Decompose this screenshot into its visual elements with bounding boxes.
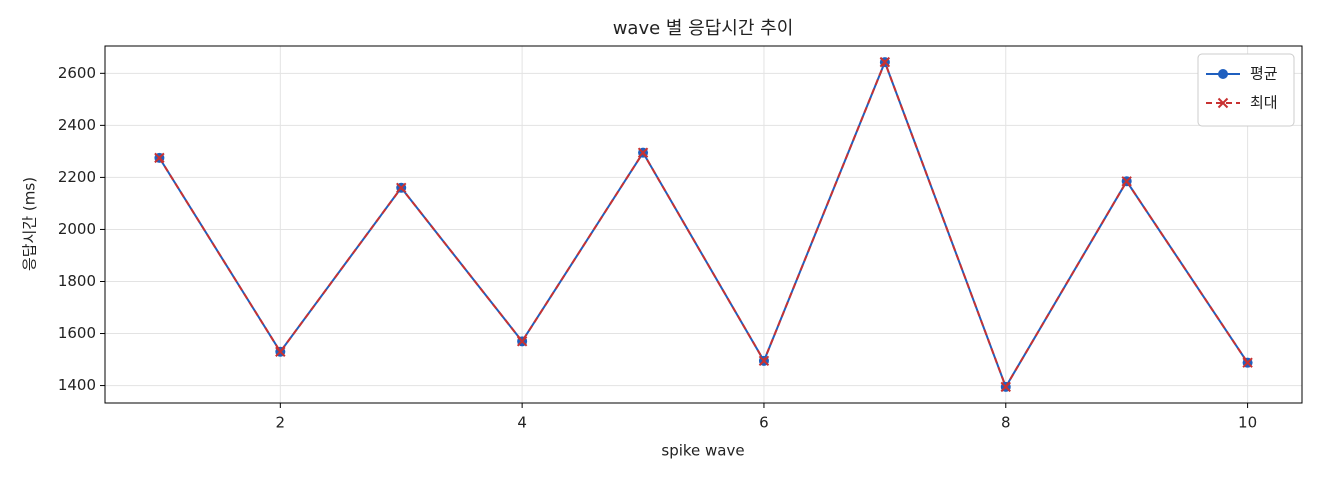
y-tick-label: 2000 — [58, 220, 96, 238]
x-tick-label: 10 — [1238, 414, 1257, 432]
point — [516, 336, 528, 347]
point — [637, 147, 649, 158]
x-tick-label: 8 — [1001, 414, 1011, 432]
x-tick-label: 4 — [517, 414, 527, 432]
x-tick-label: 2 — [276, 414, 286, 432]
y-tick-label: 2400 — [58, 116, 96, 134]
point — [758, 355, 770, 367]
legend-label: 최대 — [1250, 94, 1278, 112]
legend-label: 평균 — [1250, 65, 1278, 83]
y-tick-label: 1400 — [58, 376, 96, 394]
y-tick-label: 2600 — [58, 64, 96, 82]
x-tick-label: 6 — [759, 414, 769, 432]
y-tick-label: 2200 — [58, 168, 96, 186]
legend-marker — [1218, 69, 1228, 79]
point — [154, 152, 165, 164]
point — [1242, 357, 1253, 368]
point — [396, 182, 407, 194]
y-tick-label: 1800 — [58, 272, 96, 290]
legend-box — [1197, 53, 1295, 127]
point — [1000, 381, 1011, 393]
legend-marker — [1217, 97, 1229, 109]
chart-title: wave 별 응답시간 추이 — [613, 18, 794, 39]
series-line — [158, 59, 1249, 390]
point — [879, 56, 891, 68]
x-axis-label: spike wave — [661, 442, 744, 460]
plot-frame — [104, 45, 1303, 404]
y-tick-label: 1600 — [58, 324, 96, 342]
point — [275, 346, 286, 357]
point — [1121, 176, 1132, 187]
y-axis-label: 응답시간 (ms) — [21, 177, 39, 271]
